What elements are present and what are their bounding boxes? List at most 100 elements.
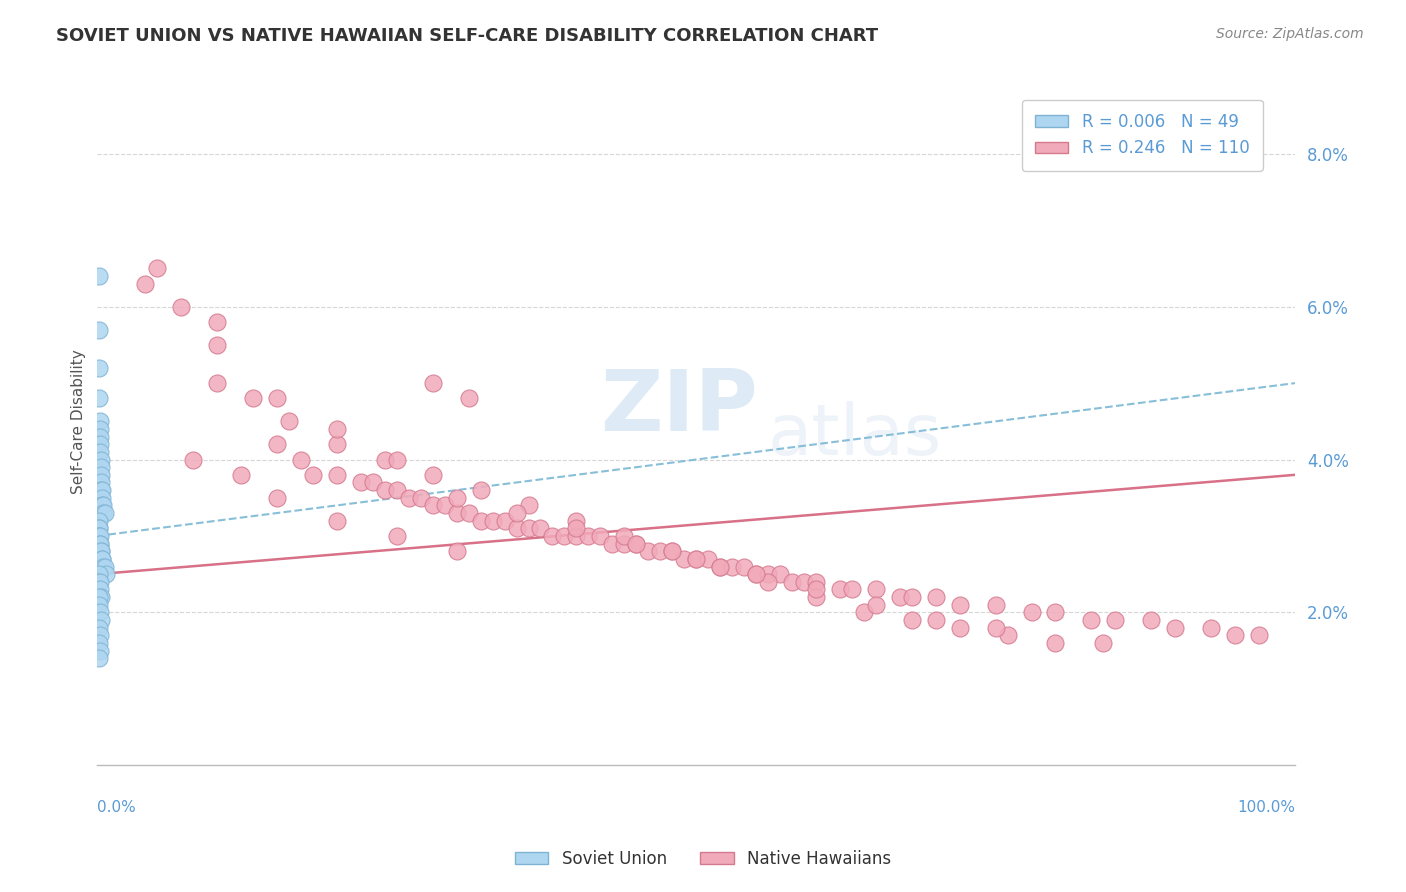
Point	[1199, 621, 1222, 635]
Point	[457, 392, 479, 406]
Point	[94, 567, 117, 582]
Point	[326, 467, 349, 482]
Point	[661, 544, 683, 558]
Point	[685, 552, 707, 566]
Point	[828, 582, 851, 597]
Point	[1045, 606, 1067, 620]
Point	[446, 544, 468, 558]
Point	[422, 376, 444, 391]
Text: Source: ZipAtlas.com: Source: ZipAtlas.com	[1216, 27, 1364, 41]
Point	[565, 514, 588, 528]
Point	[91, 552, 114, 566]
Point	[780, 574, 803, 589]
Point	[266, 437, 288, 451]
Point	[409, 491, 432, 505]
Point	[91, 491, 114, 505]
Point	[709, 559, 731, 574]
Point	[326, 422, 349, 436]
Point	[134, 277, 156, 291]
Point	[804, 582, 827, 597]
Point	[290, 452, 312, 467]
Point	[589, 529, 612, 543]
Point	[793, 574, 815, 589]
Point	[756, 574, 779, 589]
Point	[1223, 628, 1246, 642]
Point	[997, 628, 1019, 642]
Point	[470, 483, 492, 497]
Point	[90, 475, 112, 490]
Point	[841, 582, 863, 597]
Point	[87, 521, 110, 535]
Point	[576, 529, 599, 543]
Point	[326, 514, 349, 528]
Point	[673, 552, 696, 566]
Point	[87, 590, 110, 604]
Point	[90, 613, 112, 627]
Point	[1045, 636, 1067, 650]
Point	[302, 467, 325, 482]
Point	[89, 536, 111, 550]
Text: ZIP: ZIP	[600, 366, 758, 449]
Point	[889, 590, 911, 604]
Point	[422, 467, 444, 482]
Point	[984, 621, 1007, 635]
Point	[1080, 613, 1102, 627]
Point	[900, 613, 922, 627]
Point	[804, 574, 827, 589]
Point	[89, 422, 111, 436]
Point	[925, 613, 948, 627]
Point	[90, 544, 112, 558]
Point	[565, 521, 588, 535]
Point	[266, 491, 288, 505]
Point	[361, 475, 384, 490]
Point	[505, 521, 527, 535]
Legend: Soviet Union, Native Hawaiians: Soviet Union, Native Hawaiians	[509, 844, 897, 875]
Point	[697, 552, 720, 566]
Point	[1164, 621, 1187, 635]
Point	[87, 269, 110, 284]
Point	[733, 559, 755, 574]
Point	[949, 598, 972, 612]
Point	[517, 521, 540, 535]
Point	[1249, 628, 1271, 642]
Point	[650, 544, 672, 558]
Point	[90, 544, 112, 558]
Point	[90, 452, 112, 467]
Point	[278, 414, 301, 428]
Point	[374, 452, 396, 467]
Point	[446, 491, 468, 505]
Point	[494, 514, 516, 528]
Point	[637, 544, 659, 558]
Point	[865, 598, 887, 612]
Point	[385, 483, 408, 497]
Point	[90, 460, 112, 475]
Point	[91, 483, 114, 497]
Point	[925, 590, 948, 604]
Point	[89, 606, 111, 620]
Point	[90, 467, 112, 482]
Text: SOVIET UNION VS NATIVE HAWAIIAN SELF-CARE DISABILITY CORRELATION CHART: SOVIET UNION VS NATIVE HAWAIIAN SELF-CAR…	[56, 27, 879, 45]
Point	[242, 392, 264, 406]
Point	[626, 536, 648, 550]
Point	[87, 529, 110, 543]
Point	[433, 499, 456, 513]
Point	[602, 536, 624, 550]
Point	[721, 559, 744, 574]
Point	[457, 506, 479, 520]
Point	[87, 521, 110, 535]
Point	[949, 621, 972, 635]
Point	[90, 590, 112, 604]
Point	[661, 544, 683, 558]
Point	[852, 606, 875, 620]
Point	[87, 514, 110, 528]
Point	[87, 651, 110, 665]
Point	[89, 574, 111, 589]
Text: 0.0%: 0.0%	[97, 799, 136, 814]
Point	[205, 338, 228, 352]
Point	[865, 582, 887, 597]
Point	[565, 529, 588, 543]
Point	[422, 499, 444, 513]
Point	[481, 514, 503, 528]
Point	[170, 300, 193, 314]
Legend: R = 0.006   N = 49, R = 0.246   N = 110: R = 0.006 N = 49, R = 0.246 N = 110	[1022, 100, 1263, 170]
